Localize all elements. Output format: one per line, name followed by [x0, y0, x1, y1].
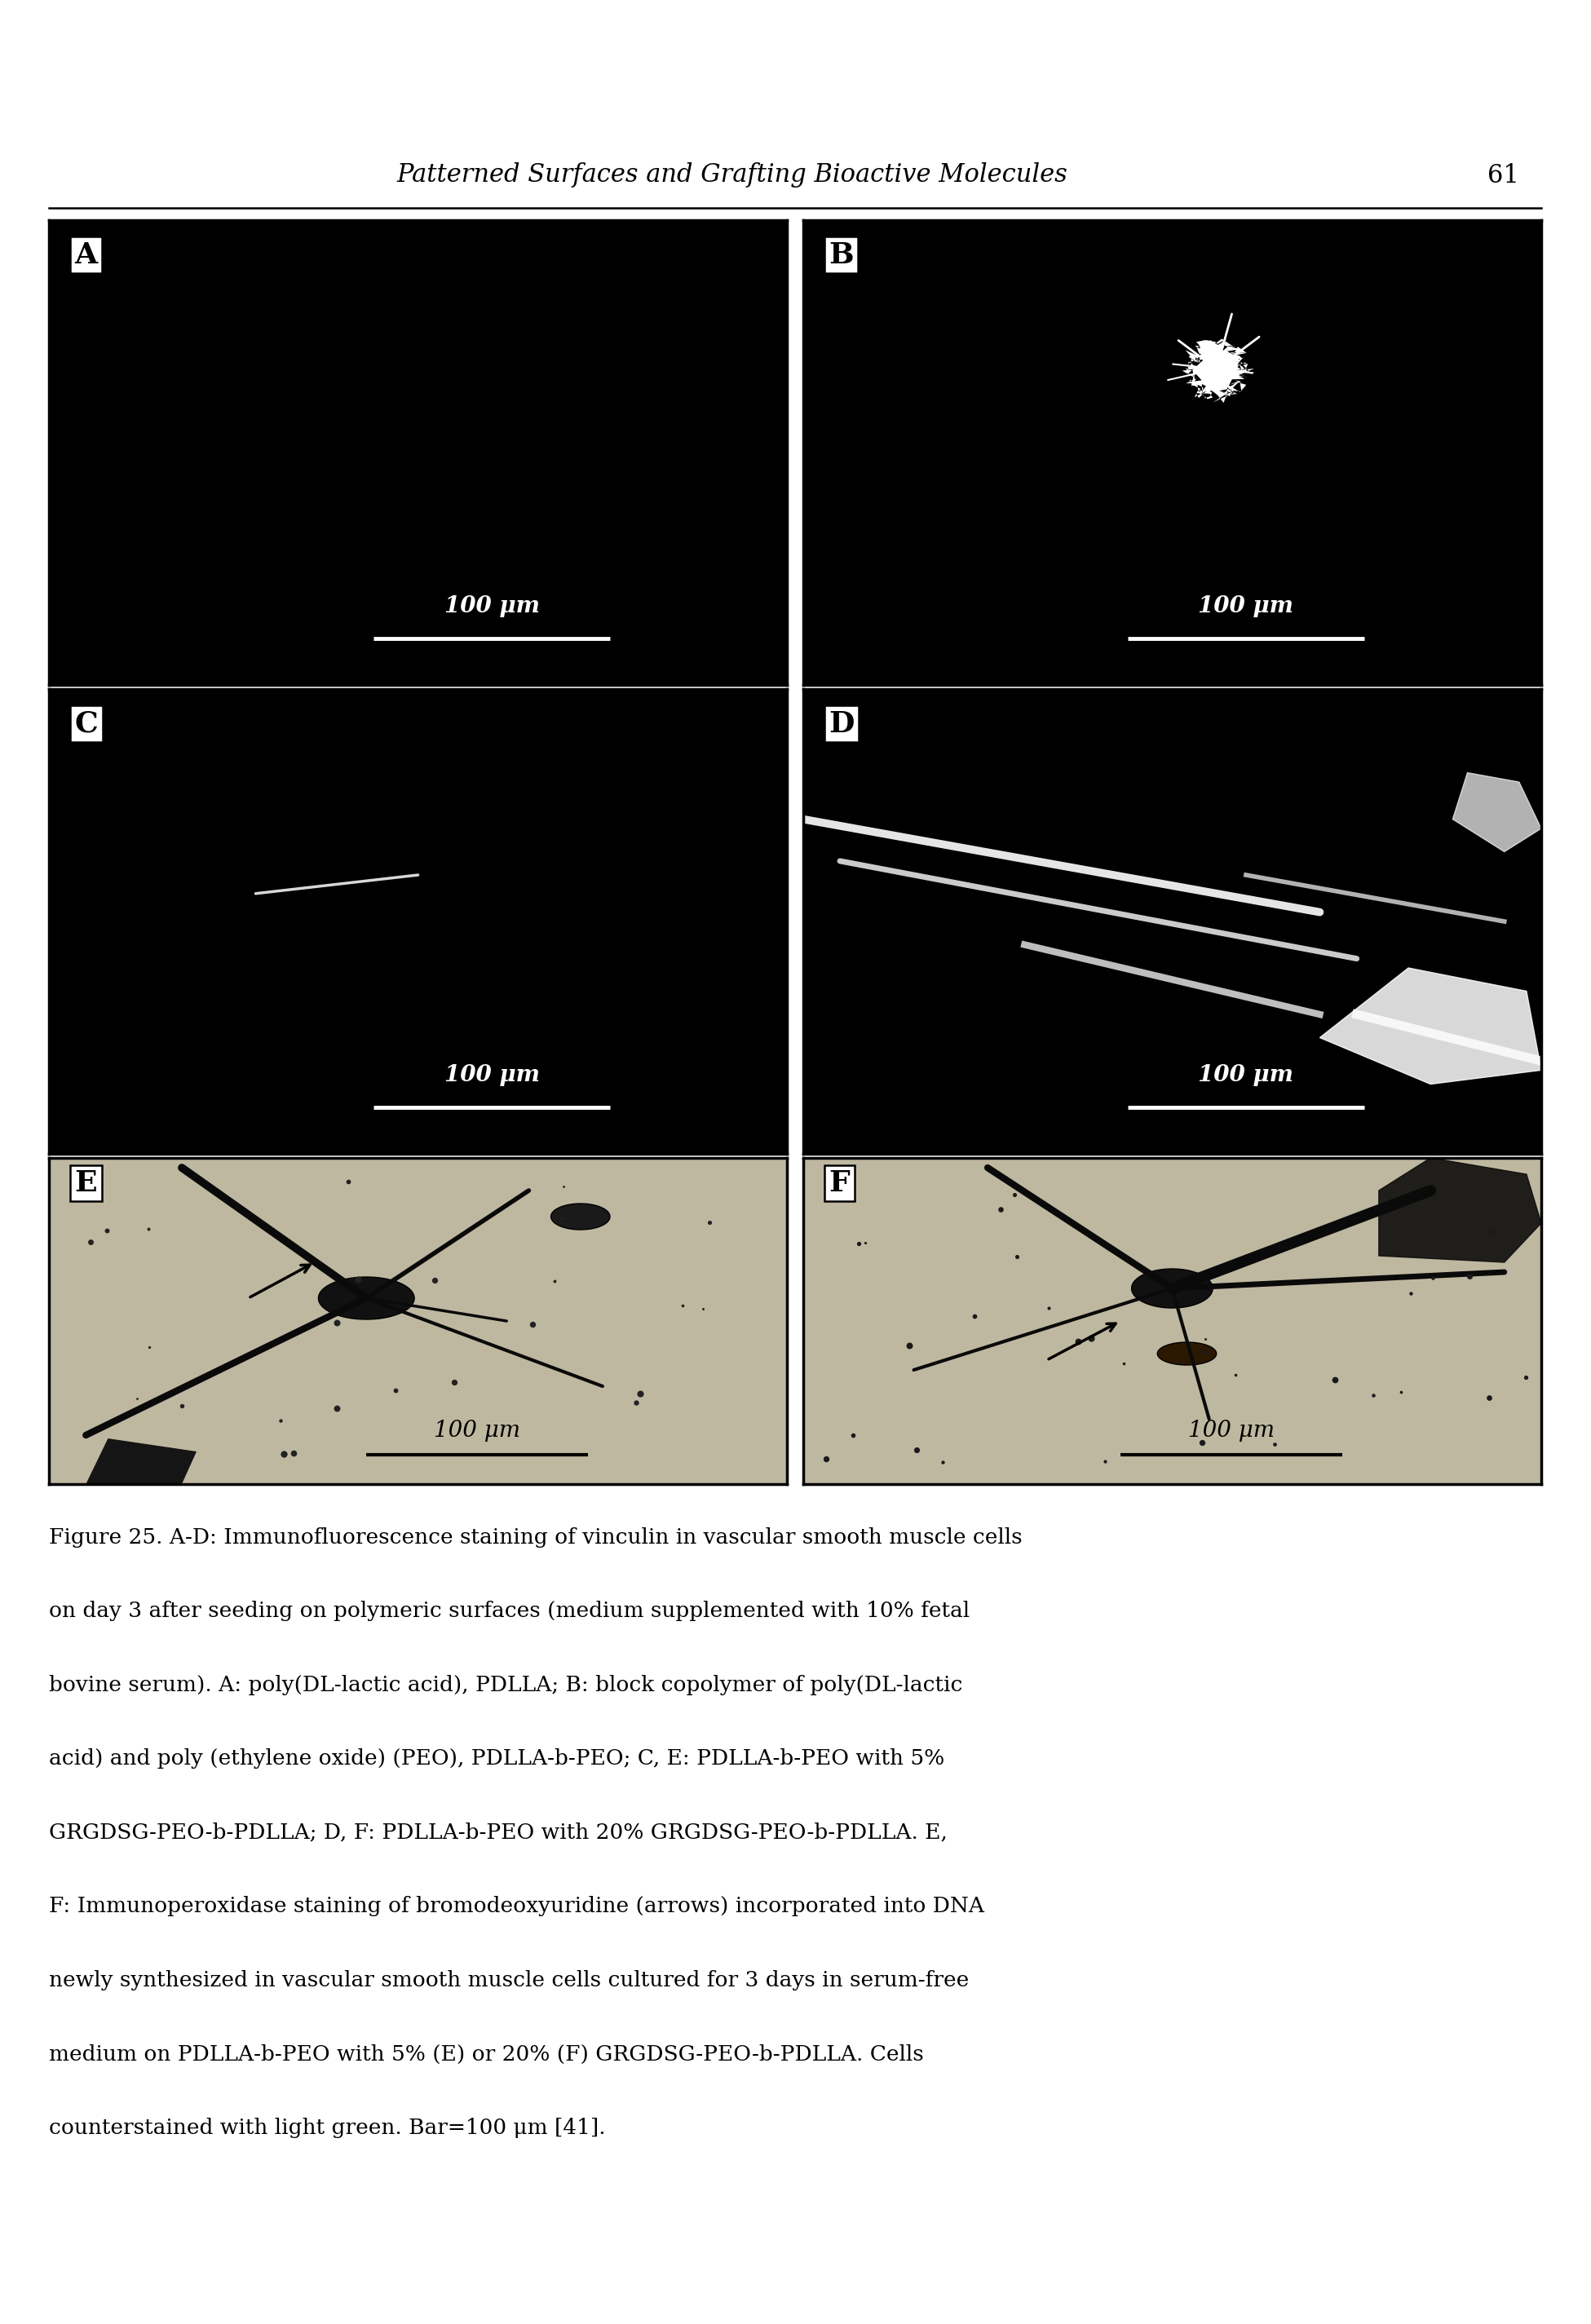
Text: 61: 61	[1488, 163, 1519, 188]
Text: medium on PDLLA-b-PEO with 5% (E) or 20% (F) GRGDSG-PEO-b-PDLLA. Cells: medium on PDLLA-b-PEO with 5% (E) or 20%…	[49, 2043, 924, 2064]
Text: A: A	[75, 242, 97, 270]
Text: 100 μm: 100 μm	[434, 1420, 520, 1441]
Text: bovine serum). A: poly(DL-lactic acid), PDLLA; B: block copolymer of poly(DL-lac: bovine serum). A: poly(DL-lactic acid), …	[49, 1676, 963, 1694]
Polygon shape	[1379, 1157, 1542, 1262]
Text: F: Immunoperoxidase staining of bromodeoxyuridine (arrows) incorporated into DNA: F: Immunoperoxidase staining of bromodeo…	[49, 1896, 985, 1917]
Text: D: D	[829, 709, 854, 737]
Text: 100 μm: 100 μm	[1188, 1420, 1274, 1441]
Text: 100 μm: 100 μm	[444, 595, 539, 618]
Text: F: F	[829, 1169, 850, 1197]
Polygon shape	[1131, 1269, 1212, 1308]
Polygon shape	[1182, 339, 1254, 402]
Polygon shape	[86, 1439, 197, 1485]
Text: Figure 25. A-D: Immunofluorescence staining of vinculin in vascular smooth muscl: Figure 25. A-D: Immunofluorescence stain…	[49, 1527, 1023, 1548]
Polygon shape	[1453, 772, 1542, 851]
Polygon shape	[1321, 967, 1542, 1083]
Text: 100 μm: 100 μm	[444, 1064, 539, 1085]
Text: newly synthesized in vascular smooth muscle cells cultured for 3 days in serum-f: newly synthesized in vascular smooth mus…	[49, 1971, 969, 1989]
Polygon shape	[318, 1276, 414, 1320]
Text: E: E	[75, 1169, 97, 1197]
Text: 100 μm: 100 μm	[1198, 595, 1293, 618]
Polygon shape	[550, 1204, 609, 1229]
Text: C: C	[75, 709, 99, 737]
Text: on day 3 after seeding on polymeric surfaces (medium supplemented with 10% fetal: on day 3 after seeding on polymeric surf…	[49, 1601, 969, 1622]
Text: acid) and poly (ethylene oxide) (PEO), PDLLA-b-PEO; C, E: PDLLA-b-PEO with 5%: acid) and poly (ethylene oxide) (PEO), P…	[49, 1748, 945, 1769]
Text: 100 μm: 100 μm	[1198, 1064, 1293, 1085]
Text: Patterned Surfaces and Grafting Bioactive Molecules: Patterned Surfaces and Grafting Bioactiv…	[396, 163, 1068, 188]
Text: B: B	[829, 242, 854, 270]
Text: GRGDSG-PEO-b-PDLLA; D, F: PDLLA-b-PEO with 20% GRGDSG-PEO-b-PDLLA. E,: GRGDSG-PEO-b-PDLLA; D, F: PDLLA-b-PEO wi…	[49, 1822, 948, 1843]
Polygon shape	[1157, 1343, 1217, 1364]
Text: counterstained with light green. Bar=100 μm [41].: counterstained with light green. Bar=100…	[49, 2117, 606, 2138]
